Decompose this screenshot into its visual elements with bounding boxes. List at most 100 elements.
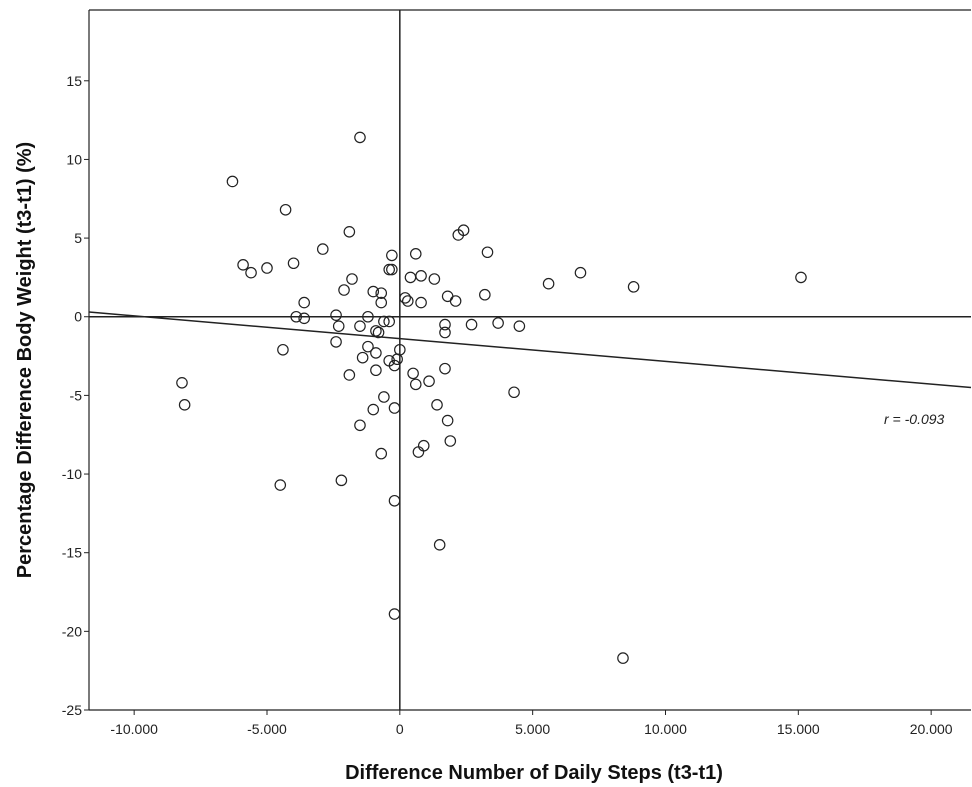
data-point-2 (237, 259, 249, 271)
y-axis-ticks: -25 -20 -15 -10 -5 0 5 10 15 (62, 73, 89, 718)
data-point-80 (388, 494, 401, 507)
data-point-54 (465, 318, 478, 331)
data-point-59 (627, 281, 640, 293)
data-point-81 (433, 539, 446, 551)
data-point-23 (378, 315, 390, 328)
data-point-56 (513, 320, 526, 332)
reference-lines (89, 10, 971, 710)
data-point-13 (298, 312, 310, 325)
data-point-45 (428, 273, 441, 285)
data-point-70 (441, 414, 454, 427)
data-point-39 (399, 292, 411, 304)
data-point-62 (409, 378, 422, 391)
data-point-21 (375, 287, 388, 299)
data-point-29 (370, 347, 382, 359)
data-point-9 (346, 273, 358, 285)
data-point-30 (370, 364, 382, 377)
data-point-52 (439, 318, 451, 331)
data-point-57 (542, 277, 555, 290)
data-point-16 (277, 343, 289, 356)
data-point-43 (415, 270, 427, 282)
data-point-72 (375, 447, 388, 460)
data-point-47 (449, 295, 462, 307)
data-point-78 (274, 479, 287, 491)
y-tick-label: 10 (66, 151, 82, 167)
data-point-5 (287, 257, 300, 270)
y-tick-label: -10 (62, 466, 82, 482)
data-point-74 (417, 439, 430, 452)
x-tick-label: 5.000 (515, 721, 550, 737)
data-point-3 (245, 266, 257, 279)
data-point-8 (354, 131, 366, 144)
x-tick-label: -10.000 (110, 721, 158, 737)
data-point-64 (439, 362, 451, 375)
data-point-66 (367, 403, 380, 416)
data-point-69 (431, 399, 443, 411)
y-axis-title: Percentage Difference Body Weight (t3-t1… (14, 142, 36, 578)
data-point-25 (370, 325, 382, 337)
data-point-67 (378, 391, 390, 403)
data-point-50 (481, 246, 494, 259)
data-point-76 (176, 377, 188, 389)
data-point-51 (479, 288, 491, 301)
data-point-75 (444, 435, 457, 447)
data-point-36 (386, 249, 398, 262)
data-point-7 (343, 225, 356, 238)
data-point-19 (362, 310, 374, 323)
data-point-35 (394, 343, 406, 356)
data-point-18 (354, 320, 366, 332)
data-point-12 (290, 310, 303, 323)
data-point-49 (457, 224, 470, 237)
x-axis-ticks: -10.000 -5.000 0 5.000 10.000 15.000 20.000 (110, 710, 953, 737)
data-points (176, 131, 807, 664)
data-point-26 (372, 326, 385, 339)
data-point-11 (298, 296, 310, 309)
data-point-24 (383, 315, 395, 328)
y-tick-label: -20 (62, 623, 82, 639)
data-point-38 (386, 263, 398, 276)
x-tick-label: -5.000 (247, 721, 287, 737)
data-point-71 (354, 419, 366, 432)
regression-line-group (88, 311, 972, 389)
y-tick-label: 5 (74, 230, 82, 246)
data-point-0 (226, 175, 239, 188)
data-point-63 (423, 375, 435, 388)
correlation-annotation: r = -0.093 (884, 411, 945, 427)
x-tick-label: 10.000 (644, 721, 687, 737)
regression-line (88, 311, 972, 389)
data-point-20 (367, 285, 380, 298)
data-point-17 (330, 336, 342, 348)
data-point-60 (795, 271, 807, 284)
data-point-1 (279, 203, 292, 216)
data-point-33 (388, 359, 401, 372)
data-point-22 (375, 296, 388, 309)
data-point-14 (330, 309, 342, 321)
y-tick-label: -25 (62, 702, 82, 718)
data-point-15 (332, 320, 345, 332)
data-point-42 (409, 248, 422, 260)
y-tick-label: 15 (66, 73, 82, 89)
data-point-68 (388, 402, 401, 414)
plot-area (88, 9, 971, 711)
data-point-4 (261, 262, 273, 274)
data-point-37 (383, 263, 395, 276)
x-tick-label: 0 (396, 721, 404, 737)
data-point-79 (335, 474, 348, 487)
y-tick-label: -15 (62, 545, 82, 561)
data-point-6 (316, 243, 329, 255)
data-point-83 (617, 652, 629, 664)
data-point-82 (388, 608, 401, 620)
data-point-53 (439, 326, 451, 339)
data-point-31 (343, 369, 356, 381)
data-point-58 (574, 266, 587, 279)
y-tick-label: 0 (74, 309, 82, 325)
data-point-61 (407, 367, 419, 380)
data-point-28 (356, 351, 369, 364)
x-tick-label: 20.000 (910, 721, 953, 737)
y-tick-label: -5 (70, 387, 83, 403)
data-point-27 (362, 340, 374, 353)
x-tick-label: 15.000 (777, 721, 820, 737)
x-axis-title: Difference Number of Daily Steps (t3-t1) (345, 762, 723, 784)
plot-background (89, 10, 971, 710)
